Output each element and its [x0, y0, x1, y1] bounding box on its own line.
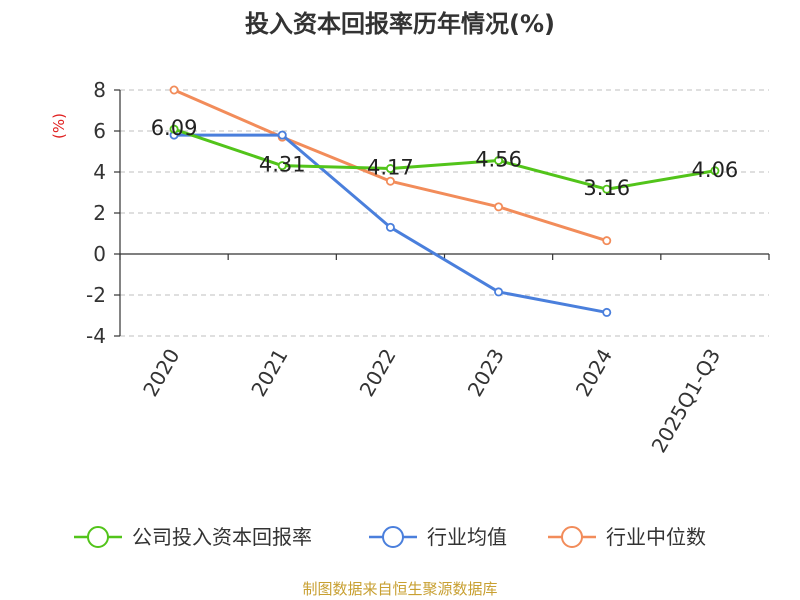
source-note: 制图数据来自恒生聚源数据库 — [302, 580, 497, 598]
data-label: 3.16 — [583, 176, 630, 200]
y-tick-label: 4 — [93, 160, 106, 184]
data-point — [494, 156, 504, 166]
data-point — [385, 176, 395, 186]
chart-title: 投入资本回报率历年情况(%) — [245, 10, 555, 38]
data-point — [494, 287, 504, 297]
data-label: 4.56 — [475, 148, 522, 172]
legend-item-2[interactable]: 行业中位数 — [548, 525, 706, 549]
data-point — [277, 161, 287, 171]
legend-item-1[interactable]: 行业均值 — [369, 525, 507, 549]
y-tick-label: 0 — [93, 242, 106, 266]
x-tick-labels: 2020 2021 2022 2023 2024 2025Q1-Q3 — [138, 345, 725, 457]
data-point — [169, 124, 179, 134]
data-label: 4.17 — [367, 156, 414, 180]
legend-label: 行业均值 — [427, 525, 507, 549]
legend-marker-icon — [87, 526, 109, 548]
data-point — [602, 184, 612, 194]
data-point — [602, 307, 612, 317]
data-label: 6.09 — [151, 116, 198, 140]
y-tick-label: 2 — [93, 201, 106, 225]
legend-label: 行业中位数 — [606, 525, 706, 549]
legend-marker-icon — [382, 526, 404, 548]
data-point — [710, 166, 720, 176]
y-tick-label: -4 — [86, 324, 106, 348]
y-tick-label: 6 — [93, 119, 106, 143]
series-layer — [169, 85, 720, 317]
legend: 公司投入资本回报率 行业均值 行业中位数 — [74, 525, 706, 549]
legend-marker-icon — [561, 526, 583, 548]
x-tick-label: 2022 — [355, 345, 401, 401]
data-point — [169, 85, 179, 95]
data-label: 4.06 — [692, 158, 739, 182]
legend-label: 公司投入资本回报率 — [132, 525, 312, 549]
x-tick-label: 2020 — [138, 345, 184, 401]
gridlines — [120, 89, 769, 337]
x-tick-label: 2024 — [571, 345, 617, 401]
data-label: 4.31 — [259, 153, 306, 177]
data-point — [277, 130, 287, 140]
series-line-0 — [172, 127, 717, 191]
legend-item-0[interactable]: 公司投入资本回报率 — [74, 525, 312, 549]
data-point — [385, 222, 395, 232]
y-tick-label: 8 — [93, 78, 106, 102]
data-labels: 6.09 4.31 4.17 4.56 3.16 4.06 — [151, 116, 739, 200]
axes — [114, 89, 770, 337]
data-point — [494, 202, 504, 212]
x-tick-label: 2023 — [463, 345, 509, 401]
y-tick-label: -2 — [86, 283, 106, 307]
x-tick-label: 2025Q1-Q3 — [647, 345, 726, 457]
data-point — [602, 236, 612, 246]
y-tick-labels: 8 6 4 2 0 -2 -4 — [86, 78, 106, 348]
y-axis-label: (%) — [50, 113, 68, 139]
x-tick-label: 2021 — [246, 345, 292, 401]
data-point — [385, 164, 395, 174]
